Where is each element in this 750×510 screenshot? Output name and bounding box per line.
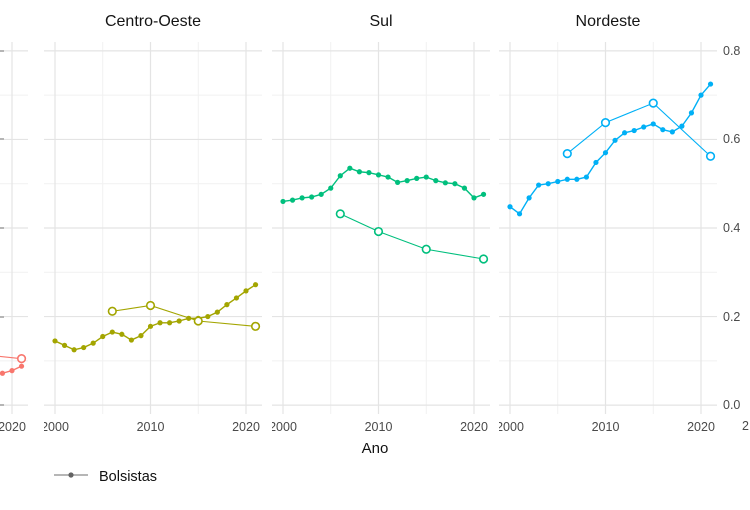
y-axis-tick: [0, 138, 4, 141]
x-tick-label: 2010: [365, 420, 393, 434]
y-axis-label: 0.8: [723, 43, 741, 58]
panel-svg: Centro-Oeste 2000 2010 2020: [44, 13, 262, 434]
y-axis-tick: [0, 227, 4, 229]
x-tick-label: 2020: [0, 420, 26, 434]
x-tick-label: 2020: [460, 420, 488, 434]
facet-title: Centro-Oeste: [105, 13, 201, 30]
x-tick-label: 2020: [687, 420, 715, 434]
y-axis-tick: [0, 404, 4, 407]
partial-right-tick: 2: [742, 419, 749, 433]
y-axis-label: 0.0: [723, 398, 741, 413]
facet-title: Sul: [369, 13, 392, 30]
y-axis-label: 0.4: [723, 221, 741, 235]
x-tick-label: 2000: [499, 420, 524, 434]
legend-line-dot-icon: [54, 472, 88, 478]
facet-nordeste: Nordeste 2000 2010 2020: [499, 0, 717, 470]
panel-svg: Nordeste 2000 2010 2020: [499, 13, 717, 434]
y-axis-tick: [0, 315, 4, 318]
y-axis-label: 0.6: [723, 132, 741, 147]
legend: Bolsistas: [52, 468, 157, 486]
y-axis-tick: [0, 49, 4, 52]
panel-svg: Sul 2000 2010 2020: [272, 13, 490, 434]
facet-title: Nordeste: [576, 13, 641, 30]
x-tick-label: 2000: [44, 420, 69, 434]
x-tick-label: 2020: [232, 420, 260, 434]
legend-label: Bolsistas: [99, 469, 158, 485]
facet-centro-oeste: Centro-Oeste 2000 2010 2020: [44, 0, 262, 470]
legend-line-dot-icon: [52, 468, 90, 486]
x-tick-label: 2010: [137, 420, 165, 434]
y-axis-label: 0.2: [723, 309, 741, 324]
x-tick-label: 2010: [592, 420, 620, 434]
x-axis-title: Ano: [361, 440, 389, 457]
x-tick-label: 2000: [272, 420, 297, 434]
facet-sul: Sul 2000 2010 2020: [272, 0, 490, 470]
